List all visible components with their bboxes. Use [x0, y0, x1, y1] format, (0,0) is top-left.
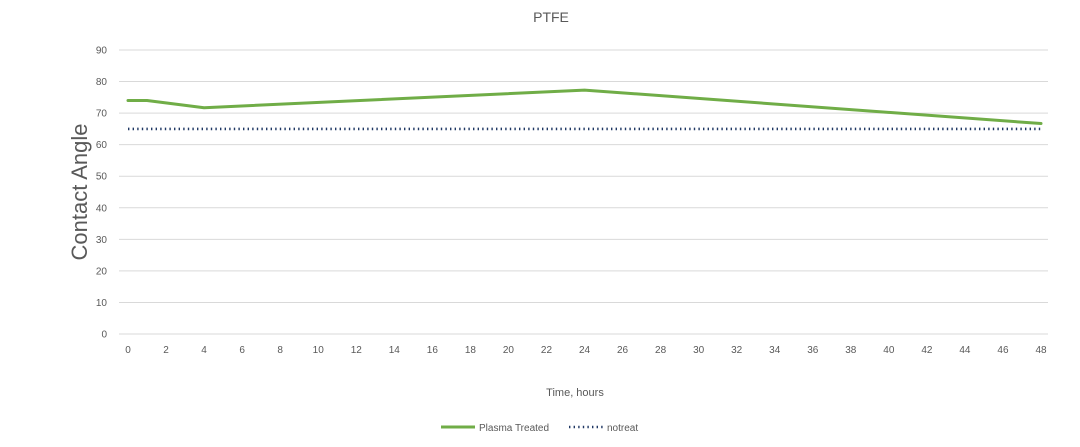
series-lines [126, 88, 1043, 131]
chart-title: PTFE [533, 9, 569, 25]
y-tick-label: 0 [101, 330, 107, 341]
y-tick-label: 80 [96, 77, 108, 88]
x-tick-label: 40 [883, 345, 895, 356]
x-tick-label: 36 [807, 345, 819, 356]
legend: Plasma Treated notreat [441, 423, 638, 434]
x-tick-label: 22 [541, 345, 553, 356]
x-axis-title: Time, hours [546, 387, 604, 399]
x-tick-label: 48 [1035, 345, 1047, 356]
x-tick-label: 38 [845, 345, 857, 356]
x-tick-label: 28 [655, 345, 667, 356]
x-tick-label: 4 [201, 345, 207, 356]
x-tick-label: 12 [351, 345, 363, 356]
y-tick-label: 70 [96, 109, 108, 120]
legend-label-1: notreat [607, 423, 638, 434]
x-tick-label: 26 [617, 345, 629, 356]
y-tick-label: 20 [96, 266, 108, 277]
x-tick-label: 6 [239, 345, 245, 356]
x-tick-label: 32 [731, 345, 743, 356]
x-tick-label: 24 [579, 345, 591, 356]
y-tick-label: 90 [96, 46, 108, 57]
x-tick-label: 8 [277, 345, 283, 356]
x-tick-label: 46 [997, 345, 1009, 356]
x-tick-label: 34 [769, 345, 781, 356]
x-tick-label: 10 [313, 345, 325, 356]
gridlines [119, 49, 1048, 335]
y-axis-title: Contact Angle [67, 124, 92, 261]
y-tick-label: 40 [96, 203, 108, 214]
x-tick-label: 30 [693, 345, 705, 356]
x-tick-label: 20 [503, 345, 515, 356]
x-tick-label: 14 [389, 345, 401, 356]
x-axis-ticks: 0 2 4 6 8 10 12 14 16 18 20 22 24 26 28 30 32 34 36 38 40 42 4… [125, 345, 1047, 356]
y-tick-label: 30 [96, 235, 108, 246]
x-tick-label: 18 [465, 345, 477, 356]
x-tick-label: 16 [427, 345, 439, 356]
y-tick-label: 50 [96, 172, 108, 183]
series-line-0 [126, 88, 1043, 126]
y-tick-label: 10 [96, 298, 108, 309]
legend-label-0: Plasma Treated [479, 423, 549, 434]
x-tick-label: 42 [921, 345, 933, 356]
x-tick-label: 2 [163, 345, 169, 356]
x-tick-label: 0 [125, 345, 131, 356]
y-axis-ticks: 0 10 20 30 40 50 60 70 80 90 [96, 46, 108, 341]
x-tick-label: 44 [959, 345, 971, 356]
y-tick-label: 60 [96, 140, 108, 151]
